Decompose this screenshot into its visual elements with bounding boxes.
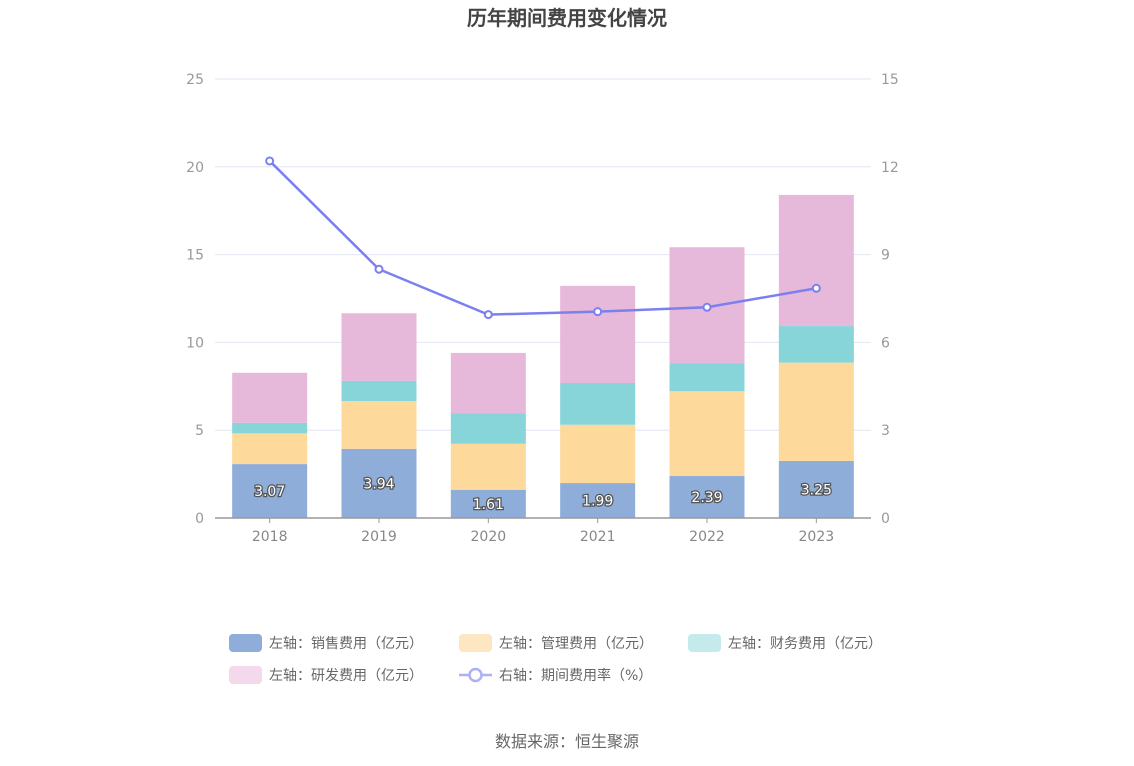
bar-segment-2 bbox=[450, 443, 526, 490]
bar-segment-3 bbox=[232, 422, 308, 434]
rate-point bbox=[265, 156, 275, 166]
rate-point bbox=[593, 307, 603, 317]
right-tick-label: 6 bbox=[881, 335, 890, 351]
bar-data-label: 1.99 bbox=[582, 494, 613, 510]
bar-segment-1 bbox=[560, 483, 636, 518]
rate-line-series bbox=[265, 156, 821, 320]
bar-segment-3 bbox=[560, 382, 636, 425]
legend-label: 左轴：研发费用（亿元） bbox=[269, 668, 423, 684]
legend-item: 左轴：管理费用（亿元） bbox=[459, 634, 653, 652]
bar-segment-2 bbox=[341, 401, 417, 449]
legend-swatch bbox=[688, 634, 721, 652]
rate-point bbox=[811, 283, 821, 293]
bar-segment-1 bbox=[778, 460, 854, 518]
bar-segment-2 bbox=[778, 362, 854, 461]
bar-segment-3 bbox=[341, 380, 417, 402]
left-tick-label: 20 bbox=[186, 160, 204, 176]
bar-data-label: 3.25 bbox=[801, 482, 832, 498]
x-tick-label: 2023 bbox=[799, 529, 835, 545]
source-note: 数据来源：恒生聚源 bbox=[495, 732, 639, 751]
bar-data-label: 2.39 bbox=[691, 490, 722, 506]
bar-segment-2 bbox=[669, 391, 745, 477]
left-tick-label: 25 bbox=[186, 72, 204, 88]
right-tick-label: 12 bbox=[881, 160, 899, 176]
legend-label: 左轴：财务费用（亿元） bbox=[728, 636, 882, 652]
right-axis-ticks: 0 3 6 9 12 15 bbox=[881, 72, 899, 527]
rate-point bbox=[702, 302, 712, 312]
bar-data-label: 3.94 bbox=[363, 476, 394, 492]
right-tick-label: 15 bbox=[881, 72, 899, 88]
bar-segment-3 bbox=[450, 413, 526, 444]
legend-swatch bbox=[229, 666, 262, 684]
right-tick-label: 9 bbox=[881, 248, 890, 264]
left-tick-label: 5 bbox=[195, 423, 204, 439]
bar-data-label: 1.61 bbox=[473, 497, 504, 513]
left-tick-label: 10 bbox=[186, 335, 204, 351]
legend-label: 右轴：期间费用率（%） bbox=[499, 667, 652, 684]
bar-segment-4 bbox=[778, 194, 854, 327]
bar-segment-1 bbox=[232, 464, 308, 518]
x-axis-ticks: 2018 2019 2020 2021 2022 2023 bbox=[252, 518, 834, 545]
chart-title: 历年期间费用变化情况 bbox=[467, 6, 667, 30]
x-tick-label: 2018 bbox=[252, 529, 288, 545]
bar-segment-3 bbox=[669, 363, 745, 392]
legend-swatch-marker bbox=[468, 667, 483, 683]
bar-segment-4 bbox=[232, 372, 308, 423]
x-tick-label: 2019 bbox=[361, 529, 397, 545]
legend: 左轴：销售费用（亿元） 左轴：管理费用（亿元） 左轴：财务费用（亿元） 左轴：研发费用… bbox=[229, 634, 882, 684]
legend-swatch bbox=[459, 634, 492, 652]
left-tick-label: 0 bbox=[195, 511, 204, 527]
bar-segment-4 bbox=[560, 285, 636, 383]
bar-segment-1 bbox=[450, 489, 526, 518]
rate-point bbox=[483, 310, 493, 320]
grid bbox=[215, 78, 871, 431]
bar-segment-1 bbox=[341, 448, 417, 518]
right-tick-label: 3 bbox=[881, 423, 890, 439]
x-tick-label: 2021 bbox=[580, 529, 616, 545]
bar-segment-4 bbox=[450, 352, 526, 414]
legend-item: 左轴：财务费用（亿元） bbox=[688, 634, 882, 652]
bar-segment-2 bbox=[560, 424, 636, 484]
rate-point bbox=[374, 264, 384, 274]
legend-item: 左轴：销售费用（亿元） bbox=[229, 634, 423, 652]
bar-data-labels: 3.07 3.94 1.61 1.99 2.39 3.25 bbox=[253, 475, 833, 514]
x-tick-label: 2022 bbox=[689, 529, 725, 545]
legend-item: 右轴：期间费用率（%） bbox=[459, 667, 652, 684]
legend-label: 左轴：销售费用（亿元） bbox=[269, 636, 423, 652]
bar-segment-1 bbox=[669, 476, 745, 518]
bar-segment-4 bbox=[341, 313, 417, 381]
bar-data-label: 3.07 bbox=[254, 484, 285, 500]
bars bbox=[232, 194, 854, 518]
legend-swatch bbox=[229, 634, 262, 652]
rate-line bbox=[268, 160, 817, 316]
left-tick-label: 15 bbox=[186, 248, 204, 264]
x-tick-label: 2020 bbox=[471, 529, 507, 545]
bar-segment-3 bbox=[778, 326, 854, 363]
left-axis-ticks: 0 5 10 15 20 25 bbox=[186, 72, 204, 527]
right-tick-label: 0 bbox=[881, 511, 890, 527]
legend-item: 左轴：研发费用（亿元） bbox=[229, 666, 423, 684]
legend-label: 左轴：管理费用（亿元） bbox=[499, 636, 653, 652]
bar-segment-2 bbox=[232, 433, 308, 465]
